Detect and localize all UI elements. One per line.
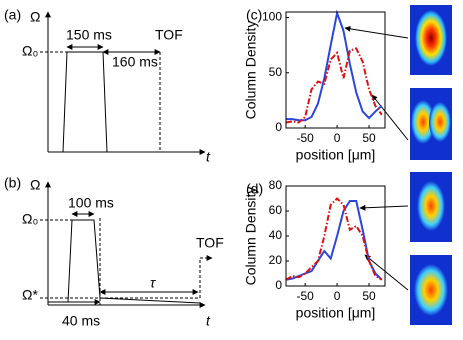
y-tick-label: 0 — [275, 120, 282, 134]
tof-label: TOF — [196, 235, 224, 251]
level-label: Ω₀ — [22, 43, 38, 59]
series-line — [285, 47, 383, 124]
y-tick-label: 100 — [262, 10, 282, 24]
x-tick-label: -50 — [296, 289, 314, 303]
y-tick-label: 60 — [269, 203, 283, 217]
duration-label: 150 ms — [66, 27, 112, 43]
panel-label: (b) — [4, 175, 21, 191]
axis-label: Ω — [30, 9, 40, 25]
x-axis-label: position [μm] — [296, 305, 376, 321]
level-label: Ω* — [22, 287, 38, 303]
panel-label: (a) — [4, 7, 21, 23]
images — [410, 5, 452, 325]
series-line — [285, 200, 383, 281]
y-tick-label: 50 — [269, 65, 283, 79]
y-tick-label: 20 — [269, 253, 283, 267]
y-tick-label: 80 — [269, 178, 283, 192]
y-axis-label: Column Density — [243, 187, 259, 286]
axis-label: t — [206, 313, 211, 329]
plot-frame — [285, 185, 386, 287]
x-axis-label: position [μm] — [296, 147, 376, 163]
axis-label: t — [206, 149, 211, 165]
wait-label: τ — [150, 275, 156, 291]
series-line — [286, 9, 383, 122]
arrows — [344, 25, 409, 291]
duration-label: 100 ms — [68, 195, 114, 211]
series-line — [285, 197, 383, 281]
duration-label: 40 ms — [62, 313, 100, 329]
y-tick-label: 0 — [275, 278, 282, 292]
tof-label: TOF — [155, 27, 183, 43]
panel-label: (c) — [246, 7, 262, 23]
diagram-b — [40, 181, 213, 308]
level-label: Ω₀ — [22, 211, 38, 227]
x-tick-label: 50 — [362, 289, 376, 303]
x-tick-label: 0 — [334, 289, 341, 303]
axis-label: Ω — [30, 177, 40, 193]
y-tick-label: 40 — [269, 228, 283, 242]
duration-label: 160 ms — [112, 54, 158, 70]
y-axis-label: Column Density — [243, 21, 259, 120]
x-tick-label: 0 — [334, 131, 341, 145]
x-tick-label: 50 — [362, 131, 376, 145]
diagram-a — [40, 11, 206, 155]
panel-label: (d) — [246, 181, 263, 197]
x-tick-label: -50 — [296, 131, 314, 145]
plot-frame — [285, 11, 386, 129]
